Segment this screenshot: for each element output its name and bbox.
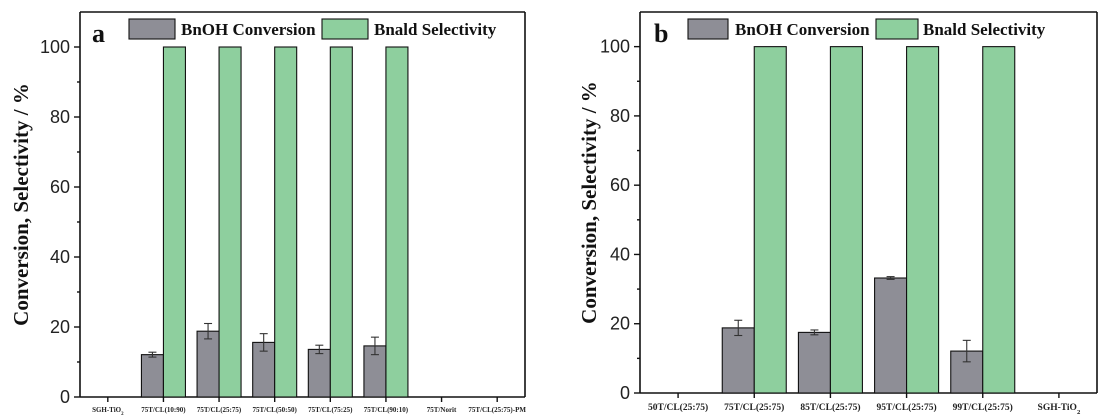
x-tick-label: 75T/CL(75:25) — [308, 406, 353, 414]
panel-label: a — [92, 19, 105, 48]
legend: BnOH Conversion Bnald Selectivity — [687, 18, 1046, 40]
chart-panel-b: 0 20 40 60 80 100 Conversion, Selectivity / % b… — [577, 11, 1098, 416]
y-tick-label: 60 — [50, 177, 70, 197]
selectivity-bar — [829, 46, 863, 394]
selectivity-bar — [906, 46, 940, 394]
x-tick-label: SGH-TiO2 — [1038, 403, 1081, 416]
conversion-bar — [874, 277, 908, 394]
conversion-bar — [140, 354, 164, 398]
y-tick-label: 80 — [610, 106, 630, 126]
conversion-bar — [196, 330, 220, 398]
selectivity-bar — [274, 46, 298, 398]
legend-swatch-selectivity — [321, 18, 369, 40]
y-axis-label: Conversion, Selectivity / % — [577, 81, 601, 324]
selectivity-bar — [329, 46, 353, 398]
legend-label-conversion: BnOH Conversion — [735, 20, 870, 39]
y-tick-label: 0 — [60, 387, 70, 407]
y-tick-label: 100 — [40, 37, 70, 57]
y-tick-label: 60 — [610, 175, 630, 195]
x-tick-label: SGH-TiO2 — [92, 406, 124, 416]
y-tick-label: 100 — [600, 37, 630, 57]
x-tick-label: 50T/CL(25:75) — [648, 402, 708, 413]
x-tick-label: 75T/CL(90:10) — [364, 406, 409, 414]
x-tick-label: 95T/CL(25:75) — [876, 402, 936, 413]
selectivity-bar — [982, 46, 1016, 394]
x-tick-label: 75T/CL(25:75) — [197, 406, 242, 414]
conversion-bar — [721, 327, 755, 394]
legend-swatch-selectivity — [875, 18, 919, 40]
selectivity-bar — [385, 46, 409, 398]
x-tick-label: 75T/CL(25:75) — [724, 402, 784, 413]
legend-label-selectivity: Bnald Selectivity — [923, 20, 1046, 39]
legend-label-selectivity: Bnald Selectivity — [374, 20, 497, 39]
x-tick-label: 75T/CL(10:90) — [141, 406, 186, 414]
x-tick-label: 75T/CL(25:75)-PM — [468, 406, 526, 414]
selectivity-bar — [162, 46, 186, 398]
x-tick-label: 75T/Norit — [427, 406, 457, 414]
conversion-bar — [307, 348, 331, 398]
legend-label-conversion: BnOH Conversion — [181, 20, 316, 39]
legend: BnOH Conversion Bnald Selectivity — [128, 18, 497, 40]
legend-swatch-conversion — [687, 18, 729, 40]
panel-label: b — [654, 19, 668, 48]
x-tick-label: 85T/CL(25:75) — [800, 402, 860, 413]
y-tick-label: 0 — [620, 383, 630, 403]
y-tick-label: 40 — [50, 247, 70, 267]
y-tick-label: 20 — [610, 314, 630, 334]
y-tick-label: 20 — [50, 317, 70, 337]
y-tick-label: 80 — [50, 107, 70, 127]
selectivity-bar — [753, 46, 787, 394]
y-axis-label: Conversion, Selectivity / % — [9, 83, 33, 326]
y-tick-label: 40 — [610, 244, 630, 264]
conversion-bar — [797, 331, 831, 394]
legend-swatch-conversion — [128, 18, 176, 40]
x-tick-label: 75T/CL(50:50) — [253, 406, 298, 414]
x-tick-label: 99T/CL(25:75) — [953, 402, 1013, 413]
selectivity-bar — [218, 46, 242, 398]
chart-panel-a: 0 20 40 60 80 100 Conversion, Selectivity / % a… — [9, 11, 526, 416]
